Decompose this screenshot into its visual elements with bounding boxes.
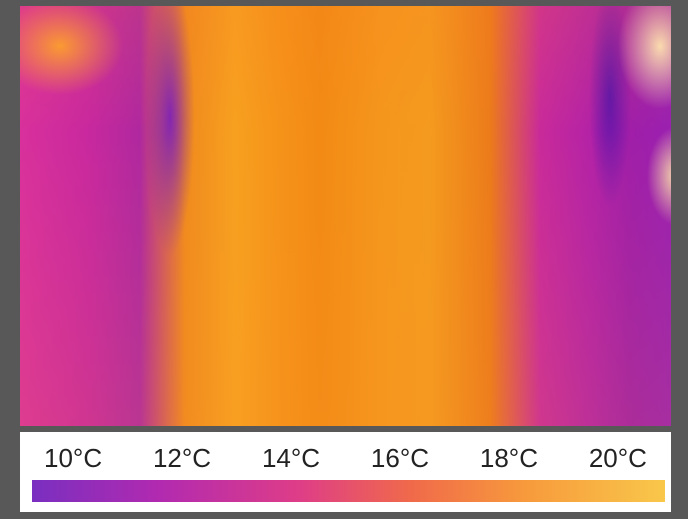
thermal-shading [20,6,671,426]
thermal-image [20,6,671,426]
color-scale-bar [32,480,665,502]
temperature-legend: 10°C 12°C 14°C 16°C 18°C 20°C [20,432,671,512]
tick-label: 10°C [44,443,103,473]
tick-label: 20°C [588,443,647,473]
legend-tick-labels: 10°C 12°C 14°C 16°C 18°C 20°C [30,440,661,476]
tick-label: 18°C [479,443,538,473]
tick-label: 14°C [261,443,321,473]
tick-label: 16°C [370,443,429,473]
tick-label: 12°C [152,443,212,473]
